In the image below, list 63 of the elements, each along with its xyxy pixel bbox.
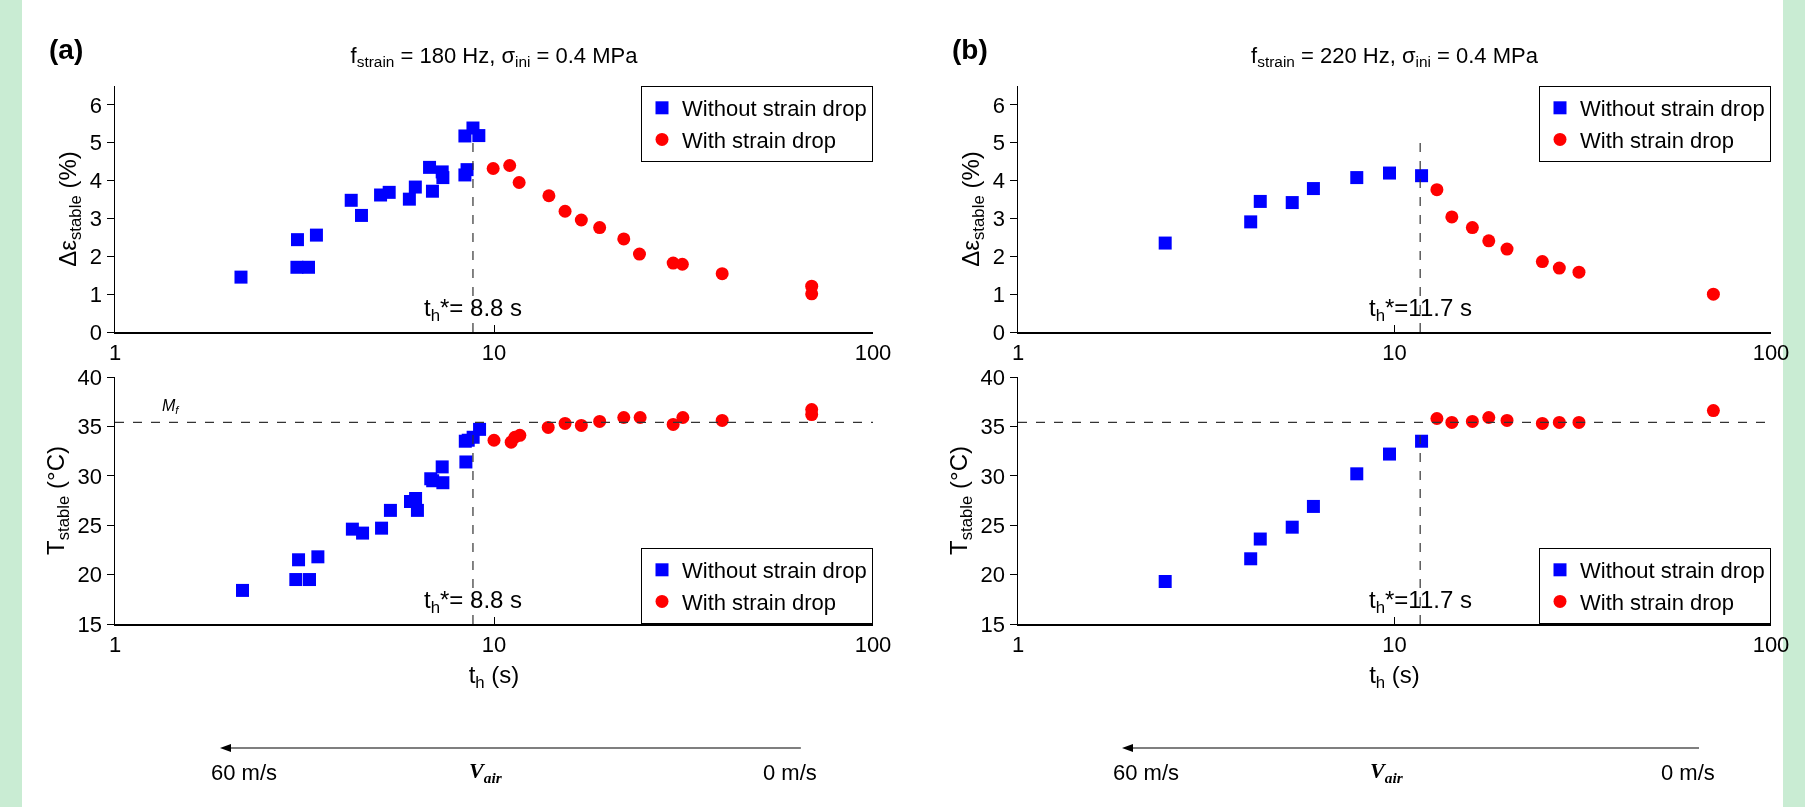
x-tick-label: 1 [108, 339, 122, 365]
y-tick-label: 20 [980, 562, 1006, 588]
x-tick-label: 10 [1382, 339, 1407, 365]
y-tick-label: 6 [992, 92, 1006, 118]
y-tick-label: 3 [89, 206, 103, 232]
text: 60 m/s [1113, 760, 1180, 785]
x-tick-label: 100 [854, 339, 892, 365]
legend-label: Without strain drop [1580, 558, 1765, 584]
y-tick-label: 30 [980, 463, 1006, 489]
y-tick-label: 4 [89, 168, 103, 194]
y-tick-label: 35 [77, 414, 103, 440]
x-tick-label: 100 [1752, 339, 1790, 365]
ref-line-label: M$_{f}$ [162, 397, 181, 417]
text: (b) [952, 34, 988, 65]
legend-label: Without strain drop [682, 558, 867, 584]
legend-label: Without strain drop [682, 96, 867, 122]
y-tick-label: 15 [77, 611, 103, 637]
y-tick-label: 0 [992, 319, 1006, 345]
x-tick-label: 100 [854, 631, 892, 657]
y-tick-label: 6 [89, 92, 103, 118]
x-tick-label: 10 [481, 339, 507, 365]
y-tick-label: 35 [980, 414, 1006, 440]
y-tick-label: 1 [992, 281, 1006, 307]
legend-label: With strain drop [1580, 589, 1735, 615]
y-tick-label: 15 [980, 611, 1006, 637]
legend-label: With strain drop [1580, 127, 1735, 153]
y-tick-label: 0 [89, 319, 103, 345]
text: 0 m/s [1661, 760, 1715, 785]
text: V$_{air}$ [1370, 758, 1404, 786]
y-tick-label: 20 [77, 562, 103, 588]
x-tick-label: 10 [1382, 631, 1407, 657]
text: 0 m/s [763, 760, 817, 785]
y-tick-label: 1 [89, 281, 103, 307]
x-axis-title: t$_{h}$ (s) [468, 660, 520, 692]
y-tick-label: 4 [992, 168, 1006, 194]
y-tick-label: 5 [89, 130, 103, 156]
y-tick-label: 40 [77, 364, 103, 390]
legend-label: With strain drop [682, 589, 837, 615]
ref-line-label: t$_{h}$*=11.7 s [1369, 294, 1472, 326]
y-tick-label: 2 [89, 244, 103, 270]
chart-title: f$_{strain}$ = 180 Hz, σ$_{ini}$ = 0.4 MPa [350, 42, 639, 71]
ref-line-label: t$_{h}$*= 8.8 s [424, 294, 523, 326]
y-tick-label: 30 [77, 463, 103, 489]
y-tick-label: 5 [992, 130, 1006, 156]
x-tick-label: 1 [1011, 339, 1025, 365]
ref-line-label: t$_{h}$*= 8.8 s [424, 586, 523, 618]
text: (a) [49, 34, 84, 65]
y-tick-label: 25 [980, 512, 1006, 538]
x-tick-label: 1 [108, 631, 122, 657]
legend-label: With strain drop [682, 127, 837, 153]
x-tick-label: 100 [1752, 631, 1790, 657]
x-tick-label: 10 [481, 631, 507, 657]
ref-line-label: t$_{h}$*=11.7 s [1369, 586, 1472, 618]
legend-label: Without strain drop [1580, 96, 1765, 122]
y-tick-label: 2 [992, 244, 1006, 270]
x-axis-title: t$_{h}$ (s) [1369, 660, 1420, 692]
text: 60 m/s [211, 760, 278, 785]
x-tick-label: 1 [1011, 631, 1025, 657]
text: V$_{air}$ [469, 758, 503, 786]
chart-title: f$_{strain}$ = 220 Hz, σ$_{ini}$ = 0.4 MPa [1251, 42, 1539, 71]
y-tick-label: 40 [980, 364, 1006, 390]
y-tick-label: 25 [77, 512, 103, 538]
y-tick-label: 3 [992, 206, 1006, 232]
